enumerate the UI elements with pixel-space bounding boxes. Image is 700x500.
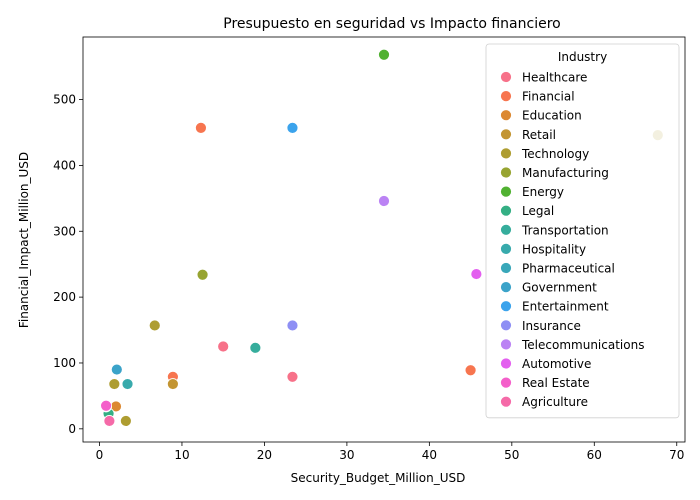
data-point <box>148 319 161 332</box>
data-point <box>286 370 299 383</box>
data-point <box>195 121 207 134</box>
legend-marker <box>500 204 512 217</box>
legend-marker <box>500 223 512 236</box>
y-axis-label: Financial_Impact_Million_USD <box>17 152 31 328</box>
legend-marker <box>500 166 512 179</box>
legend-entry: Real Estate <box>522 376 590 390</box>
legend-entry: Transportation <box>521 223 609 237</box>
legend-marker <box>500 128 512 141</box>
x-tick-label: 20 <box>257 448 272 462</box>
legend: Industry Healthcare Financial Education Reta… <box>485 43 680 419</box>
legend-entry: Legal <box>522 204 554 218</box>
legend-marker <box>500 395 512 408</box>
data-point <box>464 364 477 377</box>
data-point <box>166 378 179 390</box>
legend-title: Industry <box>558 50 607 64</box>
axes-frame <box>82 36 686 443</box>
legend-entry: Pharmaceutical <box>522 262 615 276</box>
legend-entry: Entertainment <box>522 300 609 314</box>
legend-marker <box>500 357 512 370</box>
data-point <box>286 319 299 332</box>
x-axis-label: Security_Budget_Million_USD <box>291 471 466 485</box>
y-tick-label: 100 <box>53 356 76 370</box>
plot-area: 0 10 20 30 40 50 60 70 0 100 200 300 400 500 <box>53 36 686 462</box>
legend-entry: Financial <box>522 90 575 104</box>
data-point <box>470 268 483 280</box>
chart-title: Presupuesto en seguridad vs Impacto fina… <box>223 16 560 32</box>
legend-entry: Energy <box>522 185 564 199</box>
x-tick-label: 60 <box>587 448 602 462</box>
data-point <box>286 121 299 134</box>
legend-entry: Education <box>522 109 582 123</box>
legend-entry: Manufacturing <box>522 166 609 180</box>
legend-marker <box>500 376 512 389</box>
x-tick-label: 50 <box>504 448 519 462</box>
legend-marker <box>500 242 512 255</box>
data-point <box>108 378 121 390</box>
y-tick-label: 200 <box>53 290 76 304</box>
legend-entry: Telecommunications <box>521 338 644 352</box>
data-point <box>378 195 390 207</box>
legend-marker <box>500 319 512 332</box>
x-tick-label: 70 <box>669 448 684 462</box>
legend-entry: Retail <box>522 128 556 142</box>
legend-marker <box>500 90 512 102</box>
data-point <box>103 415 116 427</box>
data-point <box>119 415 132 427</box>
legend-marker <box>500 71 512 83</box>
y-tick-label: 500 <box>53 93 76 107</box>
x-tick-label: 10 <box>174 448 189 462</box>
data-point <box>110 363 123 376</box>
data-point <box>249 341 262 354</box>
y-tick-label: 0 <box>68 422 76 436</box>
data-point <box>100 399 112 412</box>
legend-entry: Government <box>522 281 597 295</box>
data-point <box>196 268 209 281</box>
data-point <box>378 48 390 61</box>
data-point <box>121 378 134 390</box>
y-tick-label: 300 <box>53 224 76 238</box>
x-tick-label: 30 <box>339 448 354 462</box>
legend-marker <box>500 262 512 274</box>
legend-box <box>485 43 680 419</box>
legend-entry: Technology <box>521 147 589 161</box>
legend-entry: Insurance <box>522 319 581 333</box>
legend-marker <box>500 147 512 160</box>
y-tick-label: 400 <box>53 158 76 172</box>
data-point <box>217 340 230 353</box>
legend-marker <box>500 281 512 294</box>
legend-entry: Agriculture <box>522 395 588 409</box>
x-tick-label: 0 <box>96 448 104 462</box>
legend-marker <box>500 185 512 198</box>
legend-entry: Hospitality <box>522 242 586 256</box>
legend-marker <box>500 300 512 313</box>
legend-marker <box>500 109 512 122</box>
x-tick-label: 40 <box>422 448 437 462</box>
legend-marker <box>500 338 512 351</box>
legend-entry: Automotive <box>522 357 591 371</box>
legend-entry: Healthcare <box>522 71 587 85</box>
